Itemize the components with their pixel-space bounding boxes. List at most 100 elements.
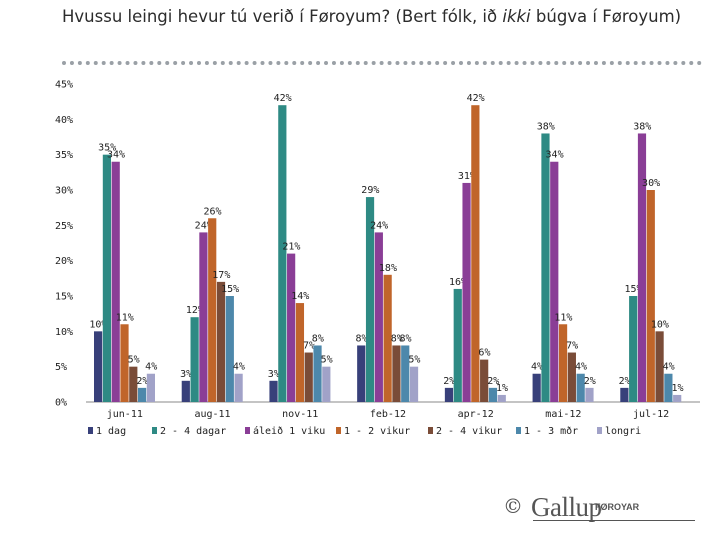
bar [637, 133, 647, 402]
bar [278, 105, 287, 402]
y-tick-label: 10% [55, 327, 73, 338]
legend-swatch [516, 427, 521, 434]
bar [225, 296, 234, 402]
bar [111, 161, 120, 402]
x-tick-label: feb-12 [370, 409, 406, 420]
data-label: 2% [487, 376, 499, 387]
y-tick-label: 5% [55, 362, 67, 373]
data-label: 15% [221, 284, 239, 295]
bar [216, 281, 226, 402]
y-tick-label: 20% [55, 256, 73, 267]
data-label: 2% [619, 376, 631, 387]
data-label: 4% [663, 362, 675, 373]
bar [120, 324, 129, 402]
x-tick-label: nov-11 [282, 409, 318, 420]
data-label: 31% [458, 171, 476, 182]
bar [234, 373, 243, 402]
data-label: 34% [546, 150, 564, 161]
x-tick-label: aug-11 [194, 409, 230, 420]
bar [401, 345, 410, 402]
bar [374, 232, 383, 402]
bar [392, 345, 401, 402]
bar [664, 373, 673, 402]
legend-swatch [336, 427, 341, 434]
legend-label: longri [605, 426, 641, 437]
bar [94, 331, 103, 402]
bar [138, 387, 147, 402]
bar [550, 161, 559, 402]
bar [365, 197, 375, 402]
data-label: 17% [212, 270, 230, 281]
legend-label: 1 dag [96, 426, 126, 437]
data-label: 7% [303, 341, 315, 352]
legend-label: 1 - 2 vikur [344, 426, 410, 437]
bar [269, 380, 278, 402]
data-label: 12% [186, 305, 204, 316]
legend-label: áleið 1 viku [253, 425, 325, 437]
bar [646, 190, 655, 402]
data-label: 8% [356, 333, 368, 344]
y-tick-label: 45% [55, 80, 73, 91]
bar [409, 366, 419, 402]
data-label: 1% [671, 383, 683, 394]
bar [102, 154, 111, 402]
x-tick-label: jun-11 [107, 409, 143, 420]
data-label: 35% [98, 143, 116, 154]
data-label: 2% [136, 376, 148, 387]
bar [190, 317, 199, 402]
data-label: 4% [575, 362, 587, 373]
bar [357, 345, 366, 402]
data-label: 18% [379, 263, 397, 274]
data-label: 21% [282, 242, 300, 253]
data-label: 42% [274, 93, 292, 104]
bar [304, 352, 313, 402]
legend-swatch [245, 427, 250, 434]
data-label: 42% [467, 93, 485, 104]
bar [322, 366, 331, 402]
data-label: 4% [531, 362, 543, 373]
data-label: 8% [391, 333, 403, 344]
bar [287, 253, 296, 402]
bar [532, 373, 541, 402]
data-label: 1% [496, 383, 508, 394]
data-label: 3% [268, 369, 280, 380]
data-label: 34% [107, 150, 125, 161]
data-label: 24% [370, 220, 388, 231]
data-label: 11% [554, 312, 572, 323]
data-label: 4% [233, 362, 245, 373]
bar [567, 352, 576, 402]
data-label: 38% [537, 121, 555, 132]
x-tick-label: mai-12 [545, 409, 581, 420]
bar [673, 394, 682, 402]
bar [383, 274, 392, 402]
y-tick-label: 15% [55, 292, 73, 303]
data-label: 2% [584, 376, 596, 387]
copyright-mark: © [503, 494, 523, 518]
bar [497, 394, 506, 402]
legend-label: 1 - 3 mðr [524, 426, 578, 437]
legend-swatch [428, 427, 433, 434]
data-label: 5% [408, 355, 420, 366]
data-label: 5% [321, 355, 333, 366]
bar [453, 288, 462, 402]
y-tick-label: 40% [55, 115, 73, 126]
data-label: 38% [633, 121, 651, 132]
legend-label: 2 - 4 vikur [436, 426, 502, 437]
data-label: 5% [128, 355, 140, 366]
legend-label: 2 - 4 dagar [160, 426, 226, 437]
y-tick-label: 0% [55, 398, 67, 409]
data-label: 14% [291, 291, 309, 302]
data-label: 3% [180, 369, 192, 380]
bar [129, 366, 138, 402]
bar [181, 380, 190, 402]
data-label: 29% [361, 185, 379, 196]
data-label: 8% [400, 333, 412, 344]
data-label: 8% [312, 333, 324, 344]
data-label: 10% [651, 319, 669, 330]
bar [208, 218, 217, 402]
bar [199, 232, 208, 402]
bar [471, 105, 480, 402]
bar [146, 373, 155, 402]
bar [585, 387, 594, 402]
data-label: 10% [89, 319, 107, 330]
